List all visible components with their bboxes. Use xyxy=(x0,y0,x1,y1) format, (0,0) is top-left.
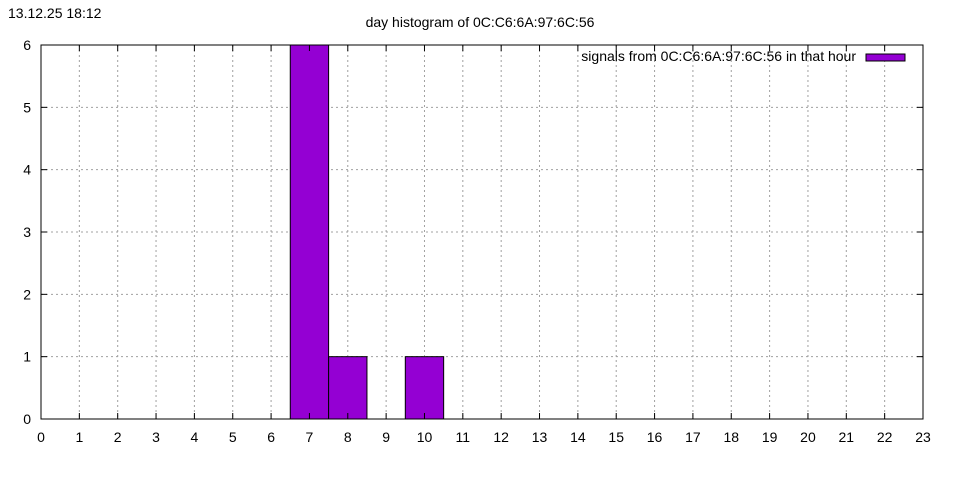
x-tick-label: 23 xyxy=(915,429,931,445)
x-tick-label: 0 xyxy=(37,429,45,445)
y-tick-label: 2 xyxy=(23,286,31,302)
x-tick-label: 5 xyxy=(229,429,237,445)
x-tick-label: 1 xyxy=(75,429,83,445)
x-tick-label: 13 xyxy=(532,429,548,445)
x-tick-label: 19 xyxy=(762,429,778,445)
grid xyxy=(41,45,923,419)
y-tick-label: 4 xyxy=(23,162,31,178)
x-tick-label: 7 xyxy=(306,429,314,445)
bar-hour-8 xyxy=(328,356,368,420)
x-tick-label: 20 xyxy=(800,429,816,445)
timestamp: 13.12.25 18:12 xyxy=(8,5,102,21)
x-tick-label: 18 xyxy=(723,429,739,445)
x-tick-label: 8 xyxy=(344,429,352,445)
x-tick-label: 22 xyxy=(877,429,893,445)
x-tick-label: 4 xyxy=(190,429,198,445)
x-tick-label: 17 xyxy=(685,429,701,445)
bar-hour-7 xyxy=(289,44,330,420)
x-tick-label: 16 xyxy=(647,429,663,445)
x-tick-label: 2 xyxy=(114,429,122,445)
legend-label: signals from 0C:C6:6A:97:6C:56 in that h… xyxy=(581,48,856,64)
legend-swatch xyxy=(865,53,906,62)
x-tick-label: 14 xyxy=(570,429,586,445)
x-tick-label: 6 xyxy=(267,429,275,445)
x-tick-label: 3 xyxy=(152,429,160,445)
bars xyxy=(289,44,445,420)
y-tick-label: 1 xyxy=(23,349,31,365)
x-tick-label: 10 xyxy=(417,429,433,445)
ticks: 0 1 2 3 4 5 6 7 8 9 10 11 12 13 14 15 16 17 18 19 20 21 22 2301… xyxy=(23,37,931,445)
y-tick-label: 6 xyxy=(23,37,31,53)
y-tick-label: 3 xyxy=(23,224,31,240)
x-tick-label: 21 xyxy=(839,429,855,445)
legend: signals from 0C:C6:6A:97:6C:56 in that h… xyxy=(581,48,906,64)
chart-title: day histogram of 0C:C6:6A:97:6C:56 xyxy=(366,14,595,30)
x-tick-label: 9 xyxy=(382,429,390,445)
x-tick-label: 15 xyxy=(608,429,624,445)
x-tick-label: 12 xyxy=(493,429,509,445)
x-tick-label: 11 xyxy=(456,429,471,445)
y-tick-label: 5 xyxy=(23,99,31,115)
bar-hour-10 xyxy=(404,356,445,420)
y-tick-label: 0 xyxy=(23,411,31,427)
